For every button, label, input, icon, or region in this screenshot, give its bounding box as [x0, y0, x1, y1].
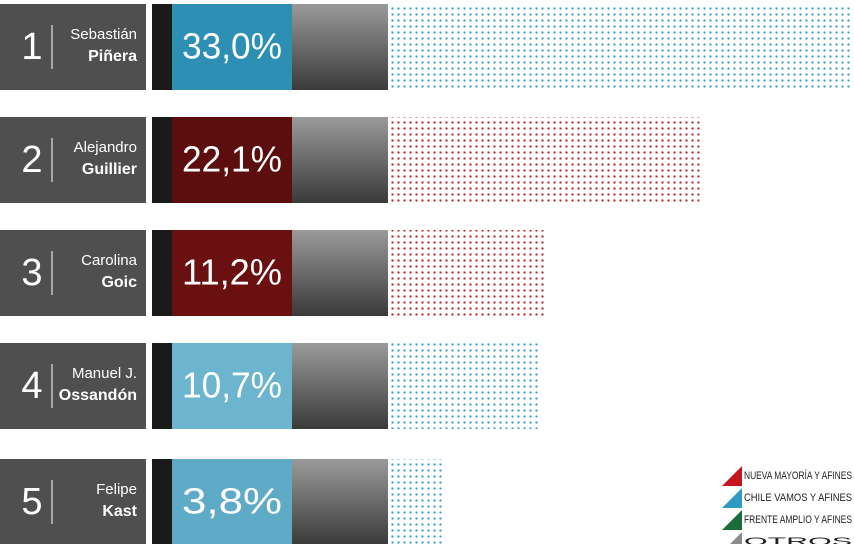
- legend-swatch: [722, 532, 742, 544]
- last-name: Goic: [101, 274, 137, 291]
- last-name: Ossandón: [59, 387, 137, 404]
- last-name: Kast: [102, 503, 137, 520]
- value-label: 22,1%: [182, 139, 282, 180]
- legend-label: OTROS: [744, 536, 852, 544]
- value-label: 3,8%: [182, 481, 282, 522]
- first-name: Manuel J.: [72, 365, 137, 382]
- value-label: 11,2%: [182, 252, 282, 293]
- photo: [292, 459, 388, 544]
- bar: [390, 459, 443, 544]
- legend-label: NUEVA MAYORÍA Y AFINES: [744, 469, 852, 482]
- bar: [390, 4, 852, 90]
- legend-label: FRENTE AMPLIO Y AFINES: [744, 514, 852, 526]
- rank: 4: [21, 365, 42, 407]
- last-name: Piñera: [88, 48, 137, 65]
- bar: [390, 343, 540, 429]
- legend-swatch: [722, 488, 742, 508]
- first-name: Sebastián: [70, 26, 137, 43]
- legend-label: CHILE VAMOS Y AFINES: [744, 492, 852, 504]
- bar: [390, 230, 547, 316]
- legend-swatch: [722, 510, 742, 530]
- rank: 3: [21, 252, 42, 294]
- photo: [292, 117, 388, 203]
- chart: 1 Sebastián Piñera 33,0% 2 Alejandro Guillier 2…: [0, 0, 854, 544]
- last-name: Guillier: [82, 161, 137, 178]
- value-label: 10,7%: [182, 365, 282, 406]
- legend-swatch: [722, 466, 742, 486]
- value-label: 33,0%: [182, 26, 282, 67]
- first-name: Alejandro: [74, 139, 137, 156]
- first-name: Felipe: [96, 481, 137, 498]
- bar: [390, 117, 699, 203]
- photo: [292, 230, 388, 316]
- first-name: Carolina: [81, 252, 138, 269]
- photo: [292, 4, 388, 90]
- rank: 5: [21, 481, 42, 523]
- rank: 2: [21, 139, 42, 181]
- photo: [292, 343, 388, 429]
- rank: 1: [21, 26, 42, 68]
